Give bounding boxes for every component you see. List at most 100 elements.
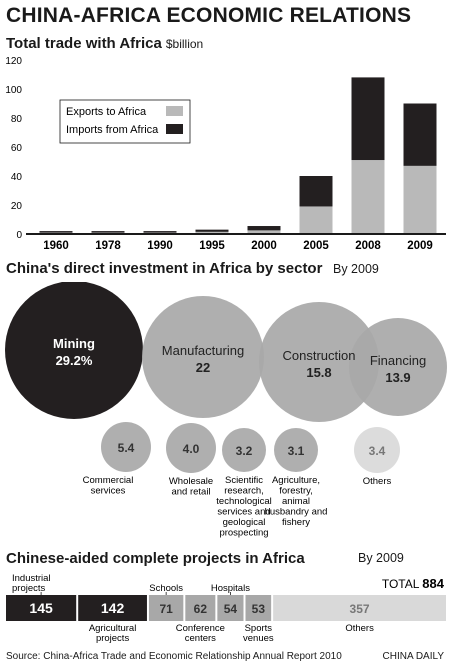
trade-y-axis: 0 20 40 60 80 100 120 [5, 56, 22, 241]
segment-label: Schools [149, 583, 183, 594]
bubble-caption: husbandry and [265, 507, 328, 518]
x-tick-label: 2009 [407, 240, 433, 252]
bubble-caption: and retail [171, 487, 210, 498]
bar-imports-2009 [403, 103, 437, 166]
trade-bars [39, 77, 437, 234]
x-tick-label: 2000 [251, 240, 277, 252]
bar-imports-2008 [351, 77, 385, 161]
investment-chart-subtitle: By 2009 [333, 262, 379, 276]
segment-label: Agricultural [89, 623, 137, 634]
bar-exports-2008 [351, 160, 385, 234]
bubble-value: 15.8 [306, 365, 331, 380]
page-title: CHINA-AFRICA ECONOMIC RELATIONS [6, 4, 412, 27]
bar-exports-2000 [247, 230, 281, 234]
segment-value: 62 [194, 602, 208, 616]
projects-chart-subtitle: By 2009 [358, 551, 404, 565]
segment-others [273, 595, 446, 621]
y-tick-label: 120 [5, 56, 22, 67]
legend-exports-swatch [166, 106, 183, 116]
bubble-value: 3.2 [236, 444, 253, 458]
y-tick-label: 0 [16, 230, 22, 241]
segment-value: 54 [224, 602, 238, 616]
bubble-label: Mining [53, 336, 95, 351]
segment-sports [245, 595, 272, 621]
bubble-caption: fishery [282, 517, 310, 528]
y-tick-label: 100 [5, 85, 22, 96]
bar-imports-2000 [247, 226, 281, 231]
bubble-caption: Scientific [225, 475, 263, 486]
bar-imports-2005 [299, 176, 333, 207]
bar-imports-1960 [39, 231, 73, 233]
bubble-caption: technological [216, 496, 271, 507]
segment-label: Conference [176, 623, 225, 634]
legend-exports-label: Exports to Africa [66, 106, 147, 118]
bubble-label: Financing [370, 353, 426, 368]
bubble-value: 4.0 [183, 442, 200, 456]
segment-schools [148, 595, 184, 621]
y-tick-label: 20 [11, 201, 23, 212]
trade-bar-chart: 0 20 40 60 80 100 120 1960 1978 1990 1995 2000 2005… [5, 56, 446, 252]
projects-total-label: TOTAL [382, 577, 420, 591]
y-tick-label: 40 [11, 172, 23, 183]
bubble-value: 29.2% [56, 353, 93, 368]
projects-total-value: 884 [422, 576, 444, 591]
bar-imports-1995 [195, 229, 229, 232]
segment-industrial [6, 595, 77, 621]
x-tick-label: 1978 [95, 240, 121, 252]
bubble-label: Construction [283, 348, 356, 363]
bubble-others [354, 427, 400, 473]
legend-imports-label: Imports from Africa [66, 124, 159, 136]
projects-segments: 145 142 71 62 54 53 357 [6, 595, 446, 621]
segment-value: 71 [159, 602, 173, 616]
x-tick-label: 1990 [147, 240, 173, 252]
bubble-label: Manufacturing [162, 343, 244, 358]
bubble-agriculture [274, 428, 318, 472]
segment-conference [185, 595, 216, 621]
segment-agricultural [78, 595, 147, 621]
segment-label: Sports [245, 623, 273, 634]
bar-exports-1995 [195, 231, 229, 234]
bubble-caption: research, [224, 486, 264, 497]
bar-exports-2005 [299, 206, 333, 234]
bubble-scientific [222, 428, 266, 472]
bubble-value: 13.9 [385, 370, 410, 385]
bubble-caption: animal [282, 496, 310, 507]
trade-legend: Exports to Africa Imports from Africa [59, 99, 191, 144]
segment-label: venues [243, 633, 274, 644]
y-tick-label: 80 [11, 114, 23, 125]
legend-imports-swatch [166, 124, 183, 134]
trade-chart-title-text: Total trade with Africa [6, 35, 162, 52]
segment-label: projects [12, 583, 46, 594]
investment-bubbles: Mining 29.2% Manufacturing 22 Construction 15… [5, 282, 447, 539]
credit: CHINA DAILY [382, 651, 445, 662]
segment-value: 145 [29, 600, 53, 616]
trade-x-axis: 1960 1978 1990 1995 2000 2005 2008 2009 [43, 240, 433, 252]
bubble-caption: Wholesale [169, 476, 213, 487]
bar-exports-2009 [403, 165, 437, 234]
bubble-caption: Commercial [83, 475, 134, 486]
bubble-caption: geological [223, 517, 266, 528]
trade-chart-title: Total trade with Africa $billion [6, 35, 203, 52]
bubble-caption: forestry, [279, 486, 313, 497]
segment-label: projects [96, 633, 130, 644]
y-tick-label: 60 [11, 143, 23, 154]
bubble-value: 22 [196, 360, 210, 375]
bubble-caption: Others [363, 476, 392, 487]
projects-chart-title: Chinese-aided complete projects in Afric… [6, 550, 305, 567]
bubble-caption: Agriculture, [272, 475, 320, 486]
bubble-value: 5.4 [118, 441, 135, 455]
bubble-manufacturing [142, 296, 264, 418]
bubble-value: 3.4 [369, 444, 386, 458]
bubble-caption: services and [217, 507, 270, 518]
bubble-construction [259, 302, 379, 422]
bubble-commercial [101, 422, 151, 472]
investment-bubble-chart: Mining 29.2% Manufacturing 22 Construction 15… [5, 282, 447, 539]
trade-chart-unit: $billion [165, 37, 204, 51]
segment-label: Others [345, 623, 374, 634]
projects-bar-chart: 145 142 71 62 54 53 357 IndustrialprojectsAgri… [6, 573, 446, 644]
projects-segment-labels: IndustrialprojectsAgriculturalprojectsSc… [12, 573, 374, 644]
segment-value: 357 [350, 602, 370, 616]
bubble-caption: services [91, 486, 126, 497]
bubble-value: 3.1 [288, 444, 305, 458]
bar-imports-1990 [143, 231, 177, 233]
